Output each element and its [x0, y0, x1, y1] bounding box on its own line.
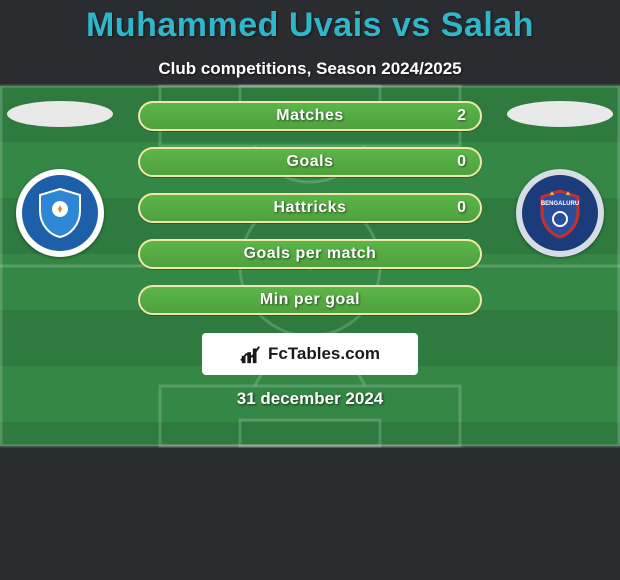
- bar-chart-icon: [240, 343, 262, 365]
- generated-date: 31 december 2024: [237, 389, 384, 409]
- stat-value-right: 0: [457, 153, 466, 171]
- shield-icon: [32, 185, 88, 241]
- stat-bar: Hattricks 0: [138, 193, 482, 223]
- left-club-badge-inner: [22, 175, 98, 251]
- stat-label: Goals: [287, 153, 334, 171]
- stat-value-right: 0: [457, 199, 466, 217]
- right-player-column: BENGALURU: [500, 101, 620, 257]
- page-title: Muhammed Uvais vs Salah: [86, 6, 534, 45]
- left-club-badge: [16, 169, 104, 257]
- stat-bar: Goals per match: [138, 239, 482, 269]
- right-club-badge: BENGALURU: [516, 169, 604, 257]
- left-player-column: [0, 101, 120, 257]
- right-club-badge-inner: BENGALURU: [522, 175, 598, 251]
- content-root: Muhammed Uvais vs Salah Club competition…: [0, 0, 620, 409]
- stat-value-right: 2: [457, 107, 466, 125]
- stat-label: Min per goal: [260, 291, 360, 309]
- stat-bar: Min per goal: [138, 285, 482, 315]
- stat-bar: Matches 2: [138, 101, 482, 131]
- stat-label: Matches: [276, 107, 344, 125]
- left-player-head-icon: [7, 101, 113, 127]
- comparison-row: Matches 2 Goals 0 Hattricks 0 Goals per match M…: [0, 101, 620, 315]
- stat-bar: Goals 0: [138, 147, 482, 177]
- brand-text: FcTables.com: [268, 344, 380, 364]
- stat-bars: Matches 2 Goals 0 Hattricks 0 Goals per match M…: [120, 101, 500, 315]
- svg-text:BENGALURU: BENGALURU: [541, 201, 579, 207]
- right-player-head-icon: [507, 101, 613, 127]
- shield-icon: BENGALURU: [532, 185, 588, 241]
- stat-label: Hattricks: [274, 199, 347, 217]
- brand-watermark: FcTables.com: [202, 333, 418, 375]
- stat-label: Goals per match: [244, 245, 377, 263]
- page-subtitle: Club competitions, Season 2024/2025: [158, 59, 461, 79]
